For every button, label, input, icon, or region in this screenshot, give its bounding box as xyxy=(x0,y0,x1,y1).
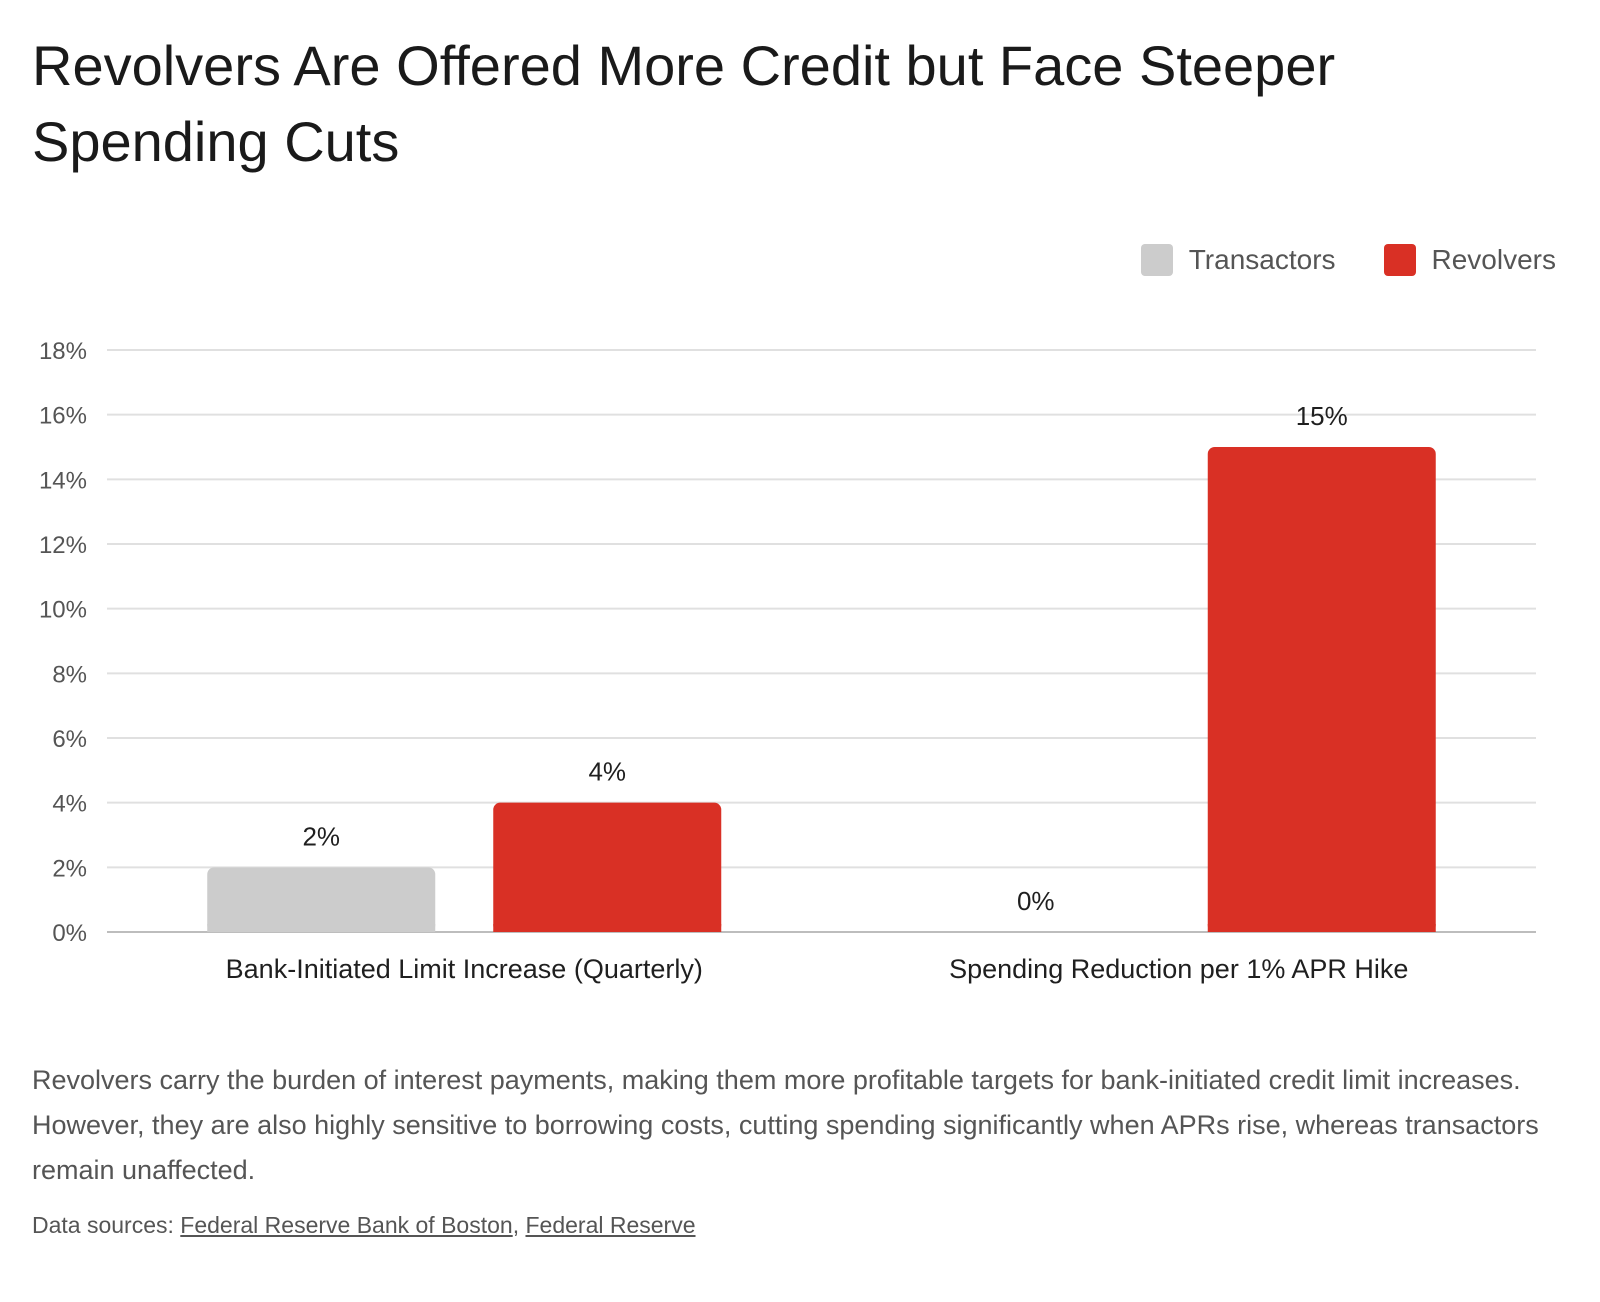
legend-swatch-revolvers xyxy=(1383,244,1416,276)
y-tick-label: 6% xyxy=(52,726,87,753)
source-link-boston-fed[interactable]: Federal Reserve Bank of Boston xyxy=(180,1212,513,1238)
y-tick-label: 16% xyxy=(39,403,87,430)
y-tick-label: 14% xyxy=(39,467,87,494)
data-label: 0% xyxy=(1017,886,1055,916)
data-sources: Data sources: Federal Reserve Bank of Bo… xyxy=(32,1212,696,1239)
y-tick-label: 0% xyxy=(52,920,87,947)
data-label: 2% xyxy=(302,821,340,851)
legend-item-revolvers: Revolvers xyxy=(1383,244,1556,276)
bar-base-revolvers xyxy=(493,924,722,932)
y-tick-label: 2% xyxy=(52,855,87,882)
bar-revolvers xyxy=(1207,447,1436,932)
sources-separator: , xyxy=(512,1212,526,1238)
legend-label-revolvers: Revolvers xyxy=(1431,244,1556,275)
x-tick-label: Spending Reduction per 1% APR Hike xyxy=(949,954,1408,984)
chart-title: Revolvers Are Offered More Credit but Fa… xyxy=(32,34,1336,173)
y-tick-label: 8% xyxy=(52,661,87,688)
source-link-federal-reserve[interactable]: Federal Reserve xyxy=(525,1212,696,1238)
bar-base-transactors xyxy=(207,924,436,932)
x-tick-label: Bank-Initiated Limit Increase (Quarterly… xyxy=(226,954,703,984)
y-tick-label: 10% xyxy=(39,597,87,624)
chart-caption: Revolvers carry the burden of interest p… xyxy=(32,1065,1539,1185)
y-tick-label: 18% xyxy=(39,338,87,365)
legend-swatch-transactors xyxy=(1140,244,1173,276)
y-tick-label: 4% xyxy=(52,791,87,818)
bar-transactors xyxy=(207,867,436,932)
y-tick-label: 12% xyxy=(39,532,87,559)
legend-item-transactors: Transactors xyxy=(1140,244,1336,276)
data-label: 4% xyxy=(588,757,626,787)
bar-chart: 0% 2% 4% 6% 8% 10% 12% 14% 16% 18% 2% 4% Bank-Initia… xyxy=(39,338,1536,984)
bar-base-revolvers xyxy=(1207,924,1436,932)
legend-label-transactors: Transactors xyxy=(1188,244,1336,275)
data-label: 15% xyxy=(1296,401,1348,431)
chart-legend: Transactors Revolvers xyxy=(1093,244,1556,276)
bar-revolvers xyxy=(493,802,722,932)
sources-prefix: Data sources: xyxy=(32,1212,181,1238)
